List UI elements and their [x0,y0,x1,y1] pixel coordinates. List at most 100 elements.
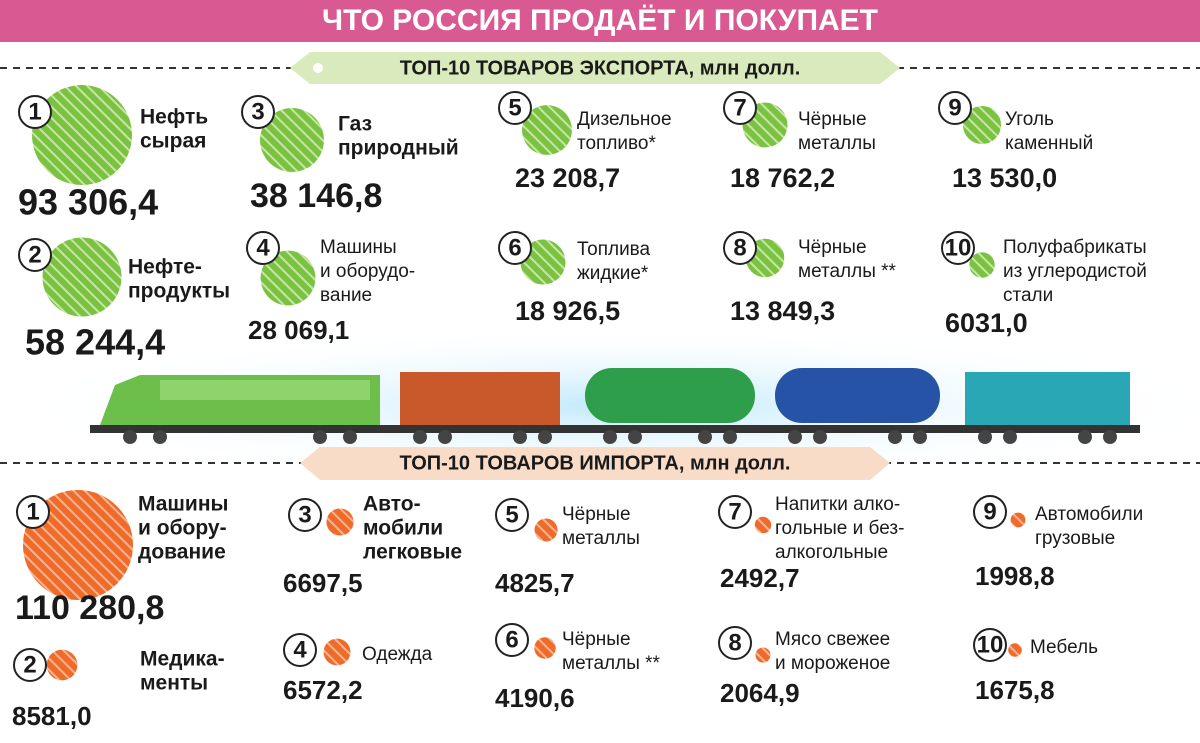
item-label: каменный [1005,133,1093,154]
rank-badge [973,628,1007,662]
item-label: металлы ** [798,261,897,282]
rank-badge [718,495,752,529]
value-circle [962,105,1002,145]
rank: 5 [505,501,518,528]
import-banner [300,447,890,480]
value-circle [969,252,995,278]
item-label: Чёрные [798,237,867,258]
rank: 7 [728,498,741,525]
item-value: 4825,7 [495,568,575,598]
item-label: Мебель [1030,637,1098,658]
item-label: и мороженое [775,653,890,674]
item-label: сырая [140,130,206,153]
rank-badge [495,498,529,532]
rank: 6 [505,626,518,653]
rank: 4 [256,234,270,261]
export-banner [290,52,900,84]
rank-badge [283,633,317,667]
rank-badge [498,231,532,265]
value-circle [323,638,351,666]
item-label: Автомобили [1035,504,1143,525]
value-circle [522,105,572,155]
value-circle [260,250,316,306]
item-value: 1675,8 [975,675,1055,705]
rank-badge [498,91,532,125]
rank-badge [246,231,280,265]
item-label: дование [138,541,226,564]
item-value: 18 762,2 [730,163,835,193]
item-label: и обору- [138,517,227,540]
item-label: Уголь [1005,109,1054,130]
rank: 2 [23,651,36,678]
import-header: ТОП-10 ТОВАРОВ ИМПОРТА, млн долл. [400,452,791,474]
item-label: продукты [128,280,230,303]
rank: 5 [508,94,521,121]
item-label: Дизельное [577,109,672,130]
rank: 2 [28,241,41,268]
item-value: 2064,9 [720,678,800,708]
item-label: Авто- [363,493,421,516]
item-value: 1998,8 [975,561,1055,591]
title-bar [0,0,1200,42]
value-circle [326,508,354,536]
item-value: 6031,0 [945,308,1028,338]
item-label: Чёрные [562,629,631,650]
rank: 3 [251,98,264,125]
item-value: 2492,7 [720,563,800,593]
rank: 6 [508,234,521,261]
title: ЧТО РОССИЯ ПРОДАЁТ И ПОКУПАЕТ [322,4,878,37]
rank-badge [718,626,752,660]
value-circle [42,237,122,317]
rank-badge [241,95,275,129]
item-label: Газ [338,113,372,136]
value-circle [755,647,771,663]
item-label: Чёрные [798,109,867,130]
item-label: мобили [363,517,443,540]
rank: 4 [293,636,307,663]
value-circle [46,649,78,681]
item-label: топливо* [577,133,656,154]
value-circle [260,108,324,172]
item-label: Полуфабрикаты [1003,237,1147,258]
item-label: жидкие* [577,263,649,284]
export-header: ТОП-10 ТОВАРОВ ЭКСПОРТА, млн долл. [400,57,801,79]
item-value: 110 280,8 [15,589,164,627]
rank-badge [13,648,47,682]
value-circle [1008,643,1022,657]
item-value: 4190,6 [495,683,575,713]
rank-badge [973,495,1007,529]
item-label: легковые [363,541,462,564]
item-label: вание [320,285,372,306]
item-label: Нефте- [128,256,202,279]
item-label: и оборудо- [320,261,415,282]
value-circle [534,518,558,542]
rank-badge [18,95,52,129]
item-label: Напитки алко- [775,494,900,515]
value-circle [754,516,772,534]
rank: 3 [298,501,311,528]
item-value: 8581,0 [12,701,92,731]
item-value: 13 530,0 [952,163,1057,193]
item-label: гольные и без- [775,518,904,539]
item-label: природный [338,137,459,160]
rank: 1 [26,498,39,525]
rank-badge [288,498,322,532]
item-label: металлы [562,528,640,549]
rank-badge [941,231,975,265]
item-value: 6572,2 [283,675,363,705]
item-value: 18 926,5 [515,296,620,326]
value-circle [23,490,133,600]
item-label: Машины [320,237,397,258]
rank: 10 [945,234,972,261]
rank: 8 [733,234,746,261]
rank-badge [495,623,529,657]
item-label: Машины [138,493,228,516]
item-label: Мясо свежее [775,629,890,650]
value-circle [534,637,556,659]
rank: 9 [983,498,996,525]
item-label: грузовые [1035,528,1115,549]
rank: 1 [28,98,41,125]
item-label: металлы [798,133,876,154]
rank-badge [723,91,757,125]
